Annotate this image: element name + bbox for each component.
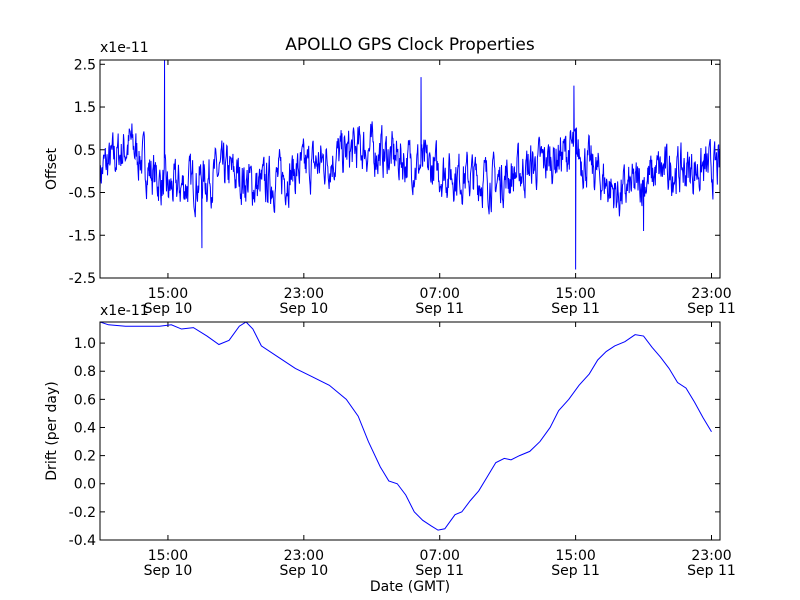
series-line-offset	[100, 60, 720, 270]
x-tick-label-time: 15:00	[148, 548, 188, 564]
y-tick-label: 0.5	[74, 143, 96, 159]
x-axis-label: Date (GMT)	[370, 579, 450, 595]
x-tick-label-date: Sep 11	[687, 301, 736, 317]
y-tick-label: 0.8	[74, 364, 96, 380]
y-tick-label: 1.0	[74, 336, 96, 352]
x-tick-label-time: 15:00	[148, 286, 188, 302]
offset-axis-label: Offset	[44, 147, 60, 190]
y-tick-label: 1.5	[74, 100, 96, 116]
x-tick-label-date: Sep 11	[551, 301, 600, 317]
drift-axis-label: Drift (per day)	[44, 381, 60, 480]
x-tick-label-date: Sep 10	[144, 563, 193, 579]
x-tick-label-date: Sep 11	[551, 563, 600, 579]
x-tick-label-time: 07:00	[420, 548, 460, 564]
y-tick-label: -1.5	[69, 228, 96, 244]
y-tick-label: -0.5	[69, 186, 96, 202]
x-tick-label-date: Sep 10	[280, 301, 329, 317]
x-tick-label-date: Sep 11	[687, 563, 736, 579]
x-tick-label-time: 23:00	[691, 548, 731, 564]
offset-scale-label: x1e-11	[100, 40, 149, 56]
y-tick-label: 0.0	[74, 477, 96, 493]
y-tick-label: -0.2	[69, 505, 96, 521]
drift-plot-frame	[99, 321, 721, 541]
offset-plot-frame	[99, 59, 721, 279]
x-tick-label-time: 23:00	[284, 548, 324, 564]
x-tick-label-date: Sep 11	[415, 563, 464, 579]
x-tick-label-time: 23:00	[691, 286, 731, 302]
x-tick-label-time: 23:00	[284, 286, 324, 302]
drift-scale-label: x1e-11	[100, 303, 149, 319]
y-tick-label: -0.4	[69, 533, 96, 549]
y-tick-label: 0.2	[74, 449, 96, 465]
x-tick-label-date: Sep 10	[144, 301, 193, 317]
x-tick-label-time: 15:00	[555, 286, 595, 302]
x-tick-label-time: 07:00	[420, 286, 460, 302]
y-tick-label: 0.6	[74, 392, 96, 408]
y-tick-label: -2.5	[69, 271, 96, 287]
y-tick-label: 2.5	[74, 57, 96, 73]
x-tick-label-time: 15:00	[555, 548, 595, 564]
y-tick-label: 0.4	[74, 420, 96, 436]
chart-title: APOLLO GPS Clock Properties	[285, 35, 535, 55]
series-line-drift	[100, 322, 712, 531]
x-tick-label-date: Sep 11	[415, 301, 464, 317]
x-tick-label-date: Sep 10	[280, 563, 329, 579]
